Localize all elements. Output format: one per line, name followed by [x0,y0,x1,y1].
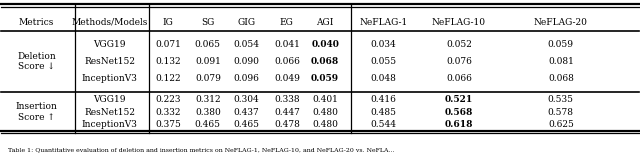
Text: 0.578: 0.578 [548,108,574,117]
Text: 0.437: 0.437 [234,108,260,117]
Text: 0.122: 0.122 [156,74,181,83]
Text: AGI: AGI [316,18,334,27]
Text: 0.480: 0.480 [312,120,338,129]
Text: 0.081: 0.081 [548,57,574,66]
Text: 0.223: 0.223 [156,95,181,104]
Text: 0.401: 0.401 [312,95,338,104]
Text: 0.332: 0.332 [156,108,181,117]
Text: 0.052: 0.052 [446,40,472,49]
Text: NeFLAG-20: NeFLAG-20 [534,18,588,27]
Text: 0.059: 0.059 [548,40,574,49]
Text: 0.544: 0.544 [371,120,397,129]
Text: 0.076: 0.076 [446,57,472,66]
Text: VGG19: VGG19 [93,40,126,49]
Text: 0.041: 0.041 [274,40,300,49]
Text: ResNet152: ResNet152 [84,57,135,66]
Text: 0.079: 0.079 [195,74,221,83]
Text: 0.480: 0.480 [312,108,338,117]
Text: 0.132: 0.132 [156,57,181,66]
Text: 0.416: 0.416 [371,95,397,104]
Text: InceptionV3: InceptionV3 [82,74,138,83]
Text: 0.625: 0.625 [548,120,574,129]
Text: SG: SG [201,18,214,27]
Text: 0.090: 0.090 [234,57,260,66]
Text: Deletion
Score ↓: Deletion Score ↓ [17,52,56,71]
Text: 0.535: 0.535 [548,95,574,104]
Text: VGG19: VGG19 [93,95,126,104]
Text: 0.447: 0.447 [274,108,300,117]
Text: 0.055: 0.055 [371,57,397,66]
Text: ResNet152: ResNet152 [84,108,135,117]
Text: Insertion
Score ↑: Insertion Score ↑ [15,102,58,122]
Text: 0.066: 0.066 [274,57,300,66]
Text: 0.338: 0.338 [274,95,300,104]
Text: NeFLAG-10: NeFLAG-10 [432,18,486,27]
Text: Metrics: Metrics [19,18,54,27]
Text: GIG: GIG [237,18,256,27]
Text: 0.059: 0.059 [311,74,339,83]
Text: 0.054: 0.054 [234,40,260,49]
Text: 0.312: 0.312 [195,95,221,104]
Text: NeFLAG-1: NeFLAG-1 [360,18,408,27]
Text: 0.068: 0.068 [548,74,574,83]
Text: 0.521: 0.521 [445,95,473,104]
Text: 0.066: 0.066 [446,74,472,83]
Text: InceptionV3: InceptionV3 [82,120,138,129]
Text: 0.068: 0.068 [311,57,339,66]
Text: 0.034: 0.034 [371,40,397,49]
Text: 0.071: 0.071 [156,40,181,49]
Text: 0.380: 0.380 [195,108,221,117]
Text: 0.375: 0.375 [156,120,181,129]
Text: 0.304: 0.304 [234,95,260,104]
Text: 0.465: 0.465 [234,120,260,129]
Text: 0.091: 0.091 [195,57,221,66]
Text: 0.478: 0.478 [274,120,300,129]
Text: 0.096: 0.096 [234,74,260,83]
Text: 0.040: 0.040 [311,40,339,49]
Text: Methods/Models: Methods/Models [72,18,148,27]
Text: 0.049: 0.049 [274,74,300,83]
Text: 0.048: 0.048 [371,74,397,83]
Text: EG: EG [280,18,294,27]
Text: 0.465: 0.465 [195,120,221,129]
Text: 0.485: 0.485 [371,108,397,117]
Text: 0.568: 0.568 [445,108,473,117]
Text: 0.065: 0.065 [195,40,221,49]
Text: IG: IG [163,18,174,27]
Text: 0.618: 0.618 [445,120,473,129]
Text: Table 1: Quantitative evaluation of deletion and insertion metrics on NeFLAG-1, : Table 1: Quantitative evaluation of dele… [8,147,394,152]
